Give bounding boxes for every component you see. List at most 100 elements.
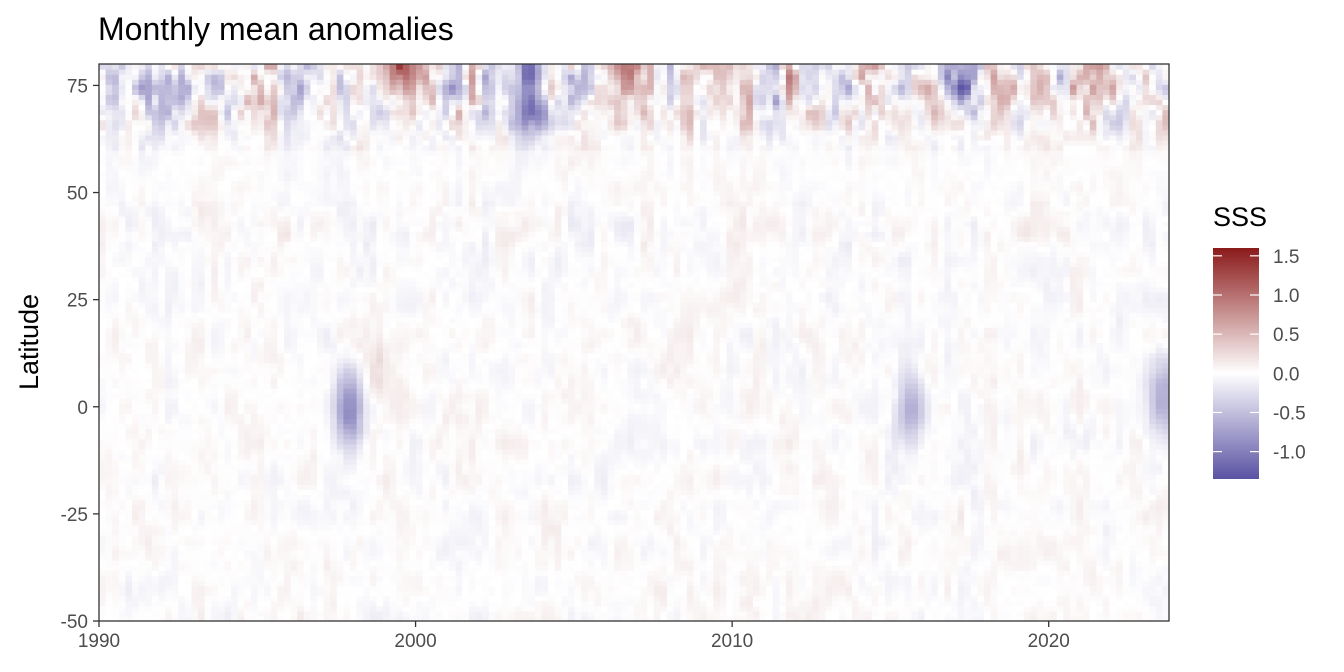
heatmap-cell: [1076, 499, 1084, 506]
heatmap-cell: [541, 474, 549, 480]
heatmap-cell: [277, 600, 285, 607]
heatmap-cell: [297, 484, 305, 490]
heatmap-cell: [422, 489, 430, 496]
heatmap-cell: [191, 615, 199, 621]
heatmap-cell: [845, 494, 853, 501]
heatmap-cell: [673, 580, 681, 587]
heatmap-cell: [369, 509, 377, 516]
heatmap-cell: [204, 555, 212, 561]
heatmap-cell: [416, 514, 424, 521]
heatmap-cell: [772, 514, 780, 521]
heatmap-cell: [204, 585, 212, 592]
heatmap-cell: [700, 514, 708, 521]
heatmap-cell: [567, 514, 576, 521]
heatmap-cell: [290, 580, 298, 587]
heatmap-cell: [99, 479, 107, 485]
heatmap-cell: [416, 484, 424, 490]
heatmap-cell: [402, 489, 411, 496]
heatmap-cell: [1162, 545, 1169, 551]
heatmap-cell: [1069, 484, 1078, 490]
heatmap-cell: [964, 605, 972, 612]
heatmap-cell: [832, 469, 840, 475]
heatmap-cell: [858, 575, 866, 582]
heatmap-cell: [825, 504, 833, 511]
heatmap-cell: [323, 529, 331, 536]
heatmap-cell: [851, 474, 860, 480]
heatmap-cell: [1102, 545, 1111, 551]
heatmap-cell: [1043, 615, 1051, 621]
heatmap-cell: [330, 560, 338, 566]
heatmap-cell: [878, 504, 886, 511]
heatmap-cell: [1102, 610, 1111, 617]
heatmap-cell: [435, 610, 444, 617]
heatmap-cell: [653, 534, 662, 541]
heatmap-cell: [383, 539, 391, 546]
heatmap-cell: [1122, 575, 1130, 582]
heatmap-cell: [171, 615, 179, 621]
heatmap-cell: [1155, 474, 1163, 480]
heatmap-cell: [812, 575, 820, 582]
heatmap-cell: [244, 575, 252, 582]
heatmap-cell: [244, 565, 252, 571]
heatmap-cell: [1149, 615, 1157, 621]
heatmap-cell: [1149, 580, 1157, 587]
heatmap-cell: [660, 539, 668, 546]
heatmap-cell: [231, 529, 239, 536]
heatmap-cell: [706, 479, 714, 485]
heatmap-cell: [858, 600, 866, 607]
heatmap-cell: [125, 539, 133, 546]
heatmap-cell: [1069, 595, 1078, 602]
heatmap-cell: [1036, 504, 1045, 511]
heatmap-cell: [264, 600, 272, 607]
heatmap-cell: [534, 560, 543, 566]
heatmap-cell: [931, 550, 939, 556]
heatmap-cell: [290, 464, 298, 470]
heatmap-cell: [1023, 539, 1031, 546]
heatmap-cell: [614, 474, 622, 480]
heatmap-cell: [449, 600, 457, 607]
heatmap-cell: [640, 565, 648, 571]
heatmap-cell: [191, 545, 199, 551]
heatmap-cell: [904, 534, 912, 541]
heatmap-cell: [858, 524, 866, 531]
heatmap-cell: [204, 474, 212, 480]
heatmap-cell: [402, 585, 411, 592]
heatmap-cell: [455, 555, 463, 561]
heatmap-cell: [297, 494, 305, 501]
heatmap-cell: [706, 534, 714, 541]
heatmap-cell: [211, 519, 219, 526]
heatmap-cell: [700, 600, 708, 607]
heatmap-cell: [1162, 605, 1169, 612]
heatmap-cell: [330, 550, 338, 556]
heatmap-cell: [1155, 539, 1163, 546]
heatmap-cell: [1069, 545, 1078, 551]
heatmap-cell: [1109, 474, 1117, 480]
heatmap-cell: [442, 474, 450, 480]
heatmap-cell: [283, 504, 292, 511]
heatmap-cell: [746, 580, 754, 587]
heatmap-cell: [244, 580, 252, 587]
heatmap-cell: [825, 555, 833, 561]
heatmap-cell: [112, 595, 120, 602]
heatmap-cell: [779, 504, 787, 511]
heatmap-cell: [475, 610, 483, 617]
heatmap-cell: [660, 509, 668, 516]
heatmap-cell: [118, 539, 127, 546]
heatmap-cell: [422, 545, 430, 551]
heatmap-cell: [330, 565, 338, 571]
heatmap-cell: [1003, 580, 1012, 587]
heatmap-cell: [151, 600, 160, 607]
heatmap-cell: [363, 529, 371, 536]
heatmap-cell: [277, 464, 285, 470]
heatmap-cell: [984, 464, 992, 470]
heatmap-cell: [376, 474, 384, 480]
heatmap-cell: [257, 469, 265, 475]
heatmap-cell: [970, 560, 979, 566]
heatmap-cell: [303, 484, 311, 490]
heatmap-cell: [316, 580, 325, 587]
heatmap-cell: [680, 560, 688, 566]
heatmap-cell: [726, 504, 734, 511]
heatmap-cell: [138, 560, 146, 566]
heatmap-cell: [1162, 474, 1169, 480]
heatmap-cell: [1069, 575, 1078, 582]
